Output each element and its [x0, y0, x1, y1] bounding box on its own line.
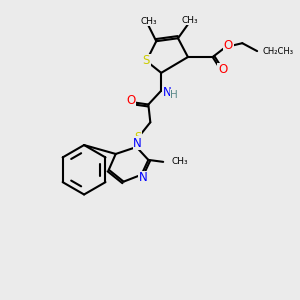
Text: N: N: [163, 86, 172, 99]
Text: CH₃: CH₃: [182, 16, 198, 25]
Text: N: N: [133, 136, 142, 150]
Text: CH₃: CH₃: [171, 158, 188, 166]
Text: N: N: [139, 171, 148, 184]
Text: O: O: [224, 39, 233, 52]
Text: O: O: [218, 63, 227, 76]
Text: S: S: [143, 55, 150, 68]
Text: H: H: [170, 90, 178, 100]
Text: S: S: [134, 130, 141, 144]
Text: CH₃: CH₃: [140, 17, 157, 26]
Text: O: O: [126, 94, 135, 107]
Text: CH₂CH₃: CH₂CH₃: [262, 46, 293, 56]
